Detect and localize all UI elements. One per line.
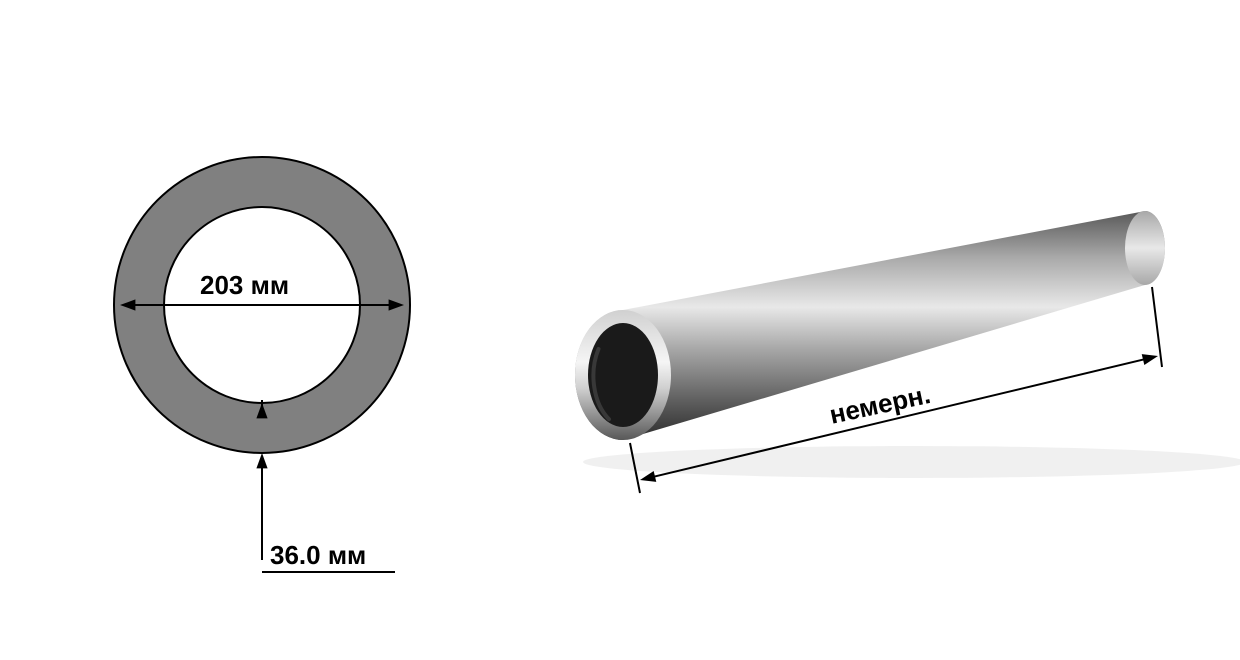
diagram-canvas: { "background_color": "#ffffff", "outlin…: [0, 0, 1240, 660]
diameter-label: 203 мм: [200, 270, 289, 301]
wall-thickness-label: 36.0 мм: [270, 540, 366, 571]
pipe-3d-drawing: [0, 0, 1240, 660]
